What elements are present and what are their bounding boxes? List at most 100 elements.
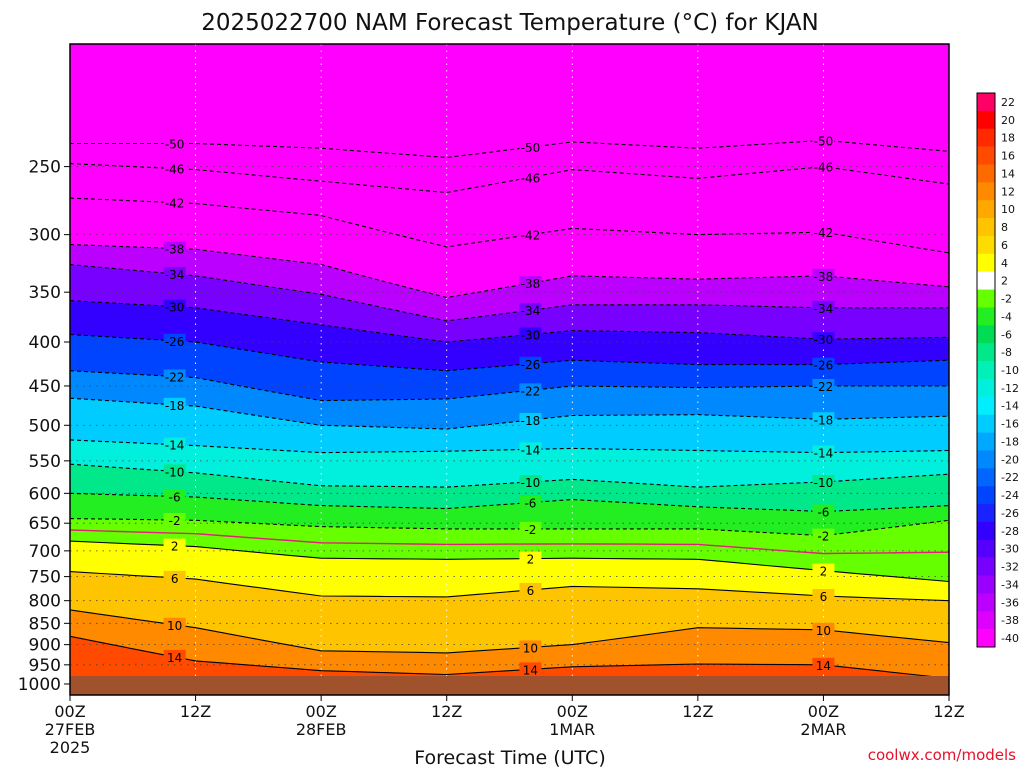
isotherm-label: -6 (817, 506, 829, 520)
isotherm-label: -46 (165, 163, 185, 177)
isotherm-label-bg (163, 161, 186, 175)
y-tick-label: 250 (29, 158, 61, 178)
isotherm-label-bg (519, 383, 542, 397)
isotherm-label-bg (163, 266, 186, 280)
isotherm-label-bg (812, 528, 835, 542)
isotherm-label-bg (519, 413, 542, 427)
y-tick-label: 600 (29, 484, 61, 504)
isotherm-label: 14 (167, 651, 182, 665)
plot-frame (69, 43, 950, 696)
isotherm-label: -38 (814, 270, 834, 284)
y-tick-label: 350 (29, 283, 61, 303)
isotherm-label-bg (812, 378, 835, 392)
x-tick-label: 12Z (933, 702, 964, 721)
colorbar-swatch (977, 307, 995, 326)
colorbar-swatch (977, 146, 995, 165)
isotherm-label-bg (812, 412, 835, 426)
isotherm-label-bg (163, 299, 186, 313)
isotherm-line (70, 540, 949, 583)
colorbar-label: -26 (1001, 507, 1019, 520)
isotherm-label: -26 (814, 359, 834, 373)
isotherm-label: 2 (527, 553, 535, 567)
x-tick-label: 12Z (682, 702, 713, 721)
isotherm-label-bg (812, 159, 835, 173)
isotherm-label: 10 (523, 641, 538, 655)
isotherm-label-bg (163, 397, 186, 411)
isotherm-label-bg (163, 241, 186, 255)
y-tick-label: 1000 (18, 675, 61, 695)
colorbar-label: -20 (1001, 453, 1019, 466)
colorbar-swatch (977, 575, 995, 594)
colorbar-swatch (977, 128, 995, 147)
colorbar-swatch (977, 378, 995, 398)
isotherm-line (70, 635, 949, 679)
isotherm-label: 14 (816, 659, 831, 673)
colorbar-label: 2 (1001, 275, 1008, 288)
isotherm-label-bg (519, 582, 542, 596)
colorbar-swatch (977, 611, 995, 630)
isotherm-label-bg (812, 504, 835, 518)
isotherm-label-bg (163, 489, 186, 503)
colorbar-label: 22 (1001, 96, 1015, 109)
colorbar-label: -6 (1001, 328, 1012, 341)
isotherm-label-bg (812, 357, 835, 371)
y-tick-label: 900 (29, 636, 61, 656)
isotherm-label-bg (163, 617, 186, 631)
isotherm-label: -26 (521, 358, 541, 372)
x-tick-label: 00Z (305, 702, 336, 721)
colorbar-label: -28 (1001, 525, 1019, 538)
isotherm-label-bg (163, 437, 186, 451)
isotherm-label-bg (163, 513, 186, 527)
isotherm-label: -42 (521, 229, 541, 243)
x-tick-label: 00Z (808, 702, 839, 721)
y-tick-label: 750 (29, 568, 61, 588)
colorbar-swatch (977, 432, 995, 451)
isotherm-label-bg (519, 303, 542, 317)
isotherm-label-bg (519, 495, 542, 509)
isotherm-label-bg (163, 333, 186, 347)
isotherm-label-bg (812, 588, 835, 602)
colorbar-label: -38 (1001, 614, 1019, 627)
isotherm-label: -30 (165, 301, 185, 315)
isotherm-label: -14 (521, 443, 541, 457)
colorbar-swatch (977, 629, 995, 648)
isotherm-label: -50 (521, 141, 541, 155)
colorbar-label: 20 (1001, 114, 1015, 127)
isotherm-label: -34 (165, 268, 185, 282)
x-tick-label: 00Z (557, 702, 588, 721)
colorbar-label: -32 (1001, 561, 1019, 574)
colorbar-swatch (977, 343, 995, 362)
isotherm-label-bg (519, 640, 542, 654)
isotherm-label-bg (163, 369, 186, 383)
isotherm-label-bg (519, 662, 542, 676)
isotherm-label-bg (519, 356, 542, 370)
colorbar-label: -22 (1001, 471, 1019, 484)
x-tick-label: 2025 (50, 738, 91, 757)
isotherm-label: 6 (527, 584, 535, 598)
colorbar-swatch (977, 557, 995, 576)
colorbar-swatch (977, 235, 995, 255)
isotherm-label-bg (519, 327, 542, 341)
colorbar-label: -24 (1001, 489, 1019, 502)
isotherm-label: -14 (165, 439, 185, 453)
x-tick-label: 28FEB (296, 720, 347, 739)
isotherm-label-bg (519, 551, 542, 565)
temperature-fill-layer (70, 44, 949, 695)
isotherm-label-bg (163, 538, 186, 552)
colorbar-label: -34 (1001, 578, 1019, 591)
isotherm-label: -42 (165, 197, 185, 211)
isotherm-label: -26 (165, 335, 185, 349)
y-tick-label: 300 (29, 226, 61, 246)
colorbar-swatch (977, 593, 995, 612)
colorbar-swatch (977, 539, 995, 558)
isotherm-label: -38 (521, 277, 541, 291)
colorbar-swatch (977, 414, 995, 433)
isotherm-line (70, 163, 949, 194)
isotherm-label-bg (163, 649, 186, 663)
colorbar-label: -14 (1001, 400, 1019, 413)
isotherm-label: 10 (816, 624, 831, 638)
isotherm-line (70, 300, 949, 343)
isotherm-label-bg (812, 332, 835, 346)
